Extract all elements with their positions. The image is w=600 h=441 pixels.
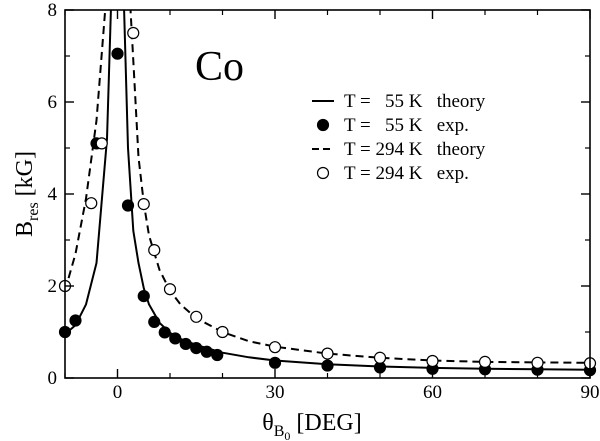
plot-frame (64, 9, 591, 379)
x-tick-label: 0 (113, 382, 123, 403)
data-point (69, 314, 82, 327)
data-point (531, 356, 544, 369)
data-point (200, 345, 213, 358)
data-point (137, 198, 150, 211)
y-tick-label: 8 (48, 0, 58, 21)
legend-label: T = 55 K exp. (344, 115, 469, 136)
data-point (169, 332, 182, 345)
legend-entry: T = 294 K exp. (316, 163, 469, 184)
data-point (216, 325, 229, 339)
data-point (137, 290, 150, 303)
data-point (127, 26, 140, 40)
data-point (268, 341, 282, 354)
chart-annotation: Co (195, 44, 244, 90)
data-point (148, 315, 161, 328)
legend-label: T = 294 K exp. (344, 163, 469, 184)
data-point (373, 351, 387, 364)
legend-entry: T = 55 K theory (312, 91, 486, 112)
data-point (179, 337, 192, 351)
legend-entry: T = 55 K exp. (316, 115, 469, 136)
data-point (163, 283, 177, 296)
x-tick-label: 60 (423, 382, 442, 403)
data-point (190, 342, 203, 355)
legend-marker-swatch (316, 118, 330, 132)
data-point (95, 137, 108, 150)
data-point (148, 244, 161, 257)
legend-entry: T = 294 K theory (312, 139, 486, 160)
y-tick-label: 0 (48, 368, 58, 389)
y-axis-label: Bres[kG] (12, 151, 42, 237)
series-layer (65, 10, 590, 371)
y-tick-label: 2 (48, 276, 58, 297)
data-point (190, 310, 203, 323)
data-point (268, 356, 282, 369)
marker-layer (58, 26, 597, 377)
data-point (85, 197, 98, 210)
x-tick-label: 90 (581, 382, 600, 403)
x-axis-label: θB0 [DEG] (262, 410, 361, 441)
y-tick-label: 6 (48, 92, 58, 113)
data-point (426, 354, 439, 368)
legend-label: T = 55 K theory (344, 91, 486, 112)
data-point (211, 348, 224, 362)
data-point (321, 347, 334, 360)
data-point (321, 359, 334, 372)
legend: T = 55 K theory T = 55 K exp. T = 294 K th… (312, 91, 486, 184)
legend-marker-swatch (316, 166, 330, 180)
x-tick-label: 30 (266, 382, 285, 403)
series-line-2 (65, 10, 590, 364)
legend-label: T = 294 K theory (344, 139, 486, 160)
y-tick-label: 4 (48, 184, 58, 205)
series-line-0 (65, 10, 590, 371)
data-point (121, 199, 135, 212)
data-point (111, 47, 124, 60)
data-point (478, 355, 492, 368)
tick-layer: 0 30 60 90 0 2 4 6 8 (48, 0, 600, 403)
data-point (158, 326, 171, 339)
